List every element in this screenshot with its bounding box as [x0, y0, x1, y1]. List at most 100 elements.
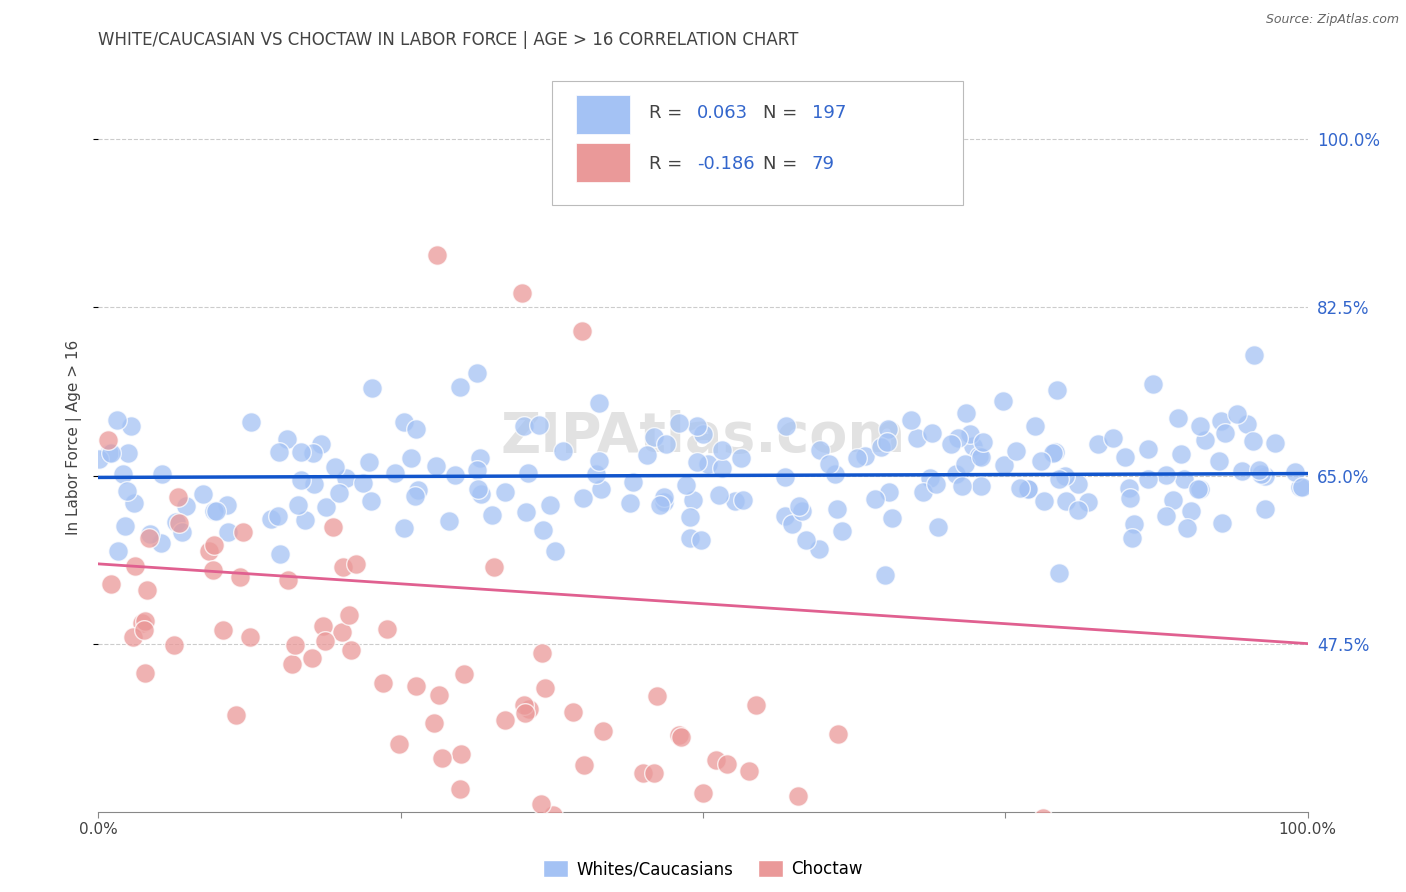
Point: [112, 467, 135, 482]
Point: [794, 533, 817, 548]
Point: [534, 681, 557, 695]
Point: [921, 426, 943, 441]
Point: [105, 413, 128, 427]
Point: [87, 452, 110, 467]
Point: [515, 706, 537, 720]
Point: [1114, 450, 1136, 465]
Point: [950, 478, 973, 492]
Point: [704, 753, 727, 767]
Point: [290, 473, 312, 487]
Point: [1230, 464, 1253, 478]
Point: [675, 477, 697, 491]
Point: [115, 484, 138, 499]
Point: [277, 573, 299, 587]
Text: WHITE/CAUCASIAN VS CHOCTAW IN LABOR FORCE | AGE > 16 CORRELATION CHART: WHITE/CAUCASIAN VS CHOCTAW IN LABOR FORC…: [98, 31, 799, 49]
Point: [132, 623, 155, 637]
Point: [972, 434, 994, 449]
Point: [167, 516, 190, 530]
Point: [166, 490, 188, 504]
Point: [900, 413, 922, 427]
Point: [690, 533, 713, 547]
Point: [745, 698, 768, 713]
Point: [686, 455, 709, 469]
Point: [405, 679, 427, 693]
Point: [807, 541, 830, 556]
Point: [1170, 447, 1192, 461]
Point: [205, 504, 228, 518]
Point: [970, 450, 993, 464]
Point: [432, 751, 454, 765]
Point: [1029, 454, 1052, 468]
Point: [544, 544, 567, 558]
Point: [1209, 414, 1232, 428]
Point: [928, 824, 950, 838]
Point: [865, 492, 887, 507]
Point: [1067, 503, 1090, 517]
Point: [588, 396, 610, 410]
Point: [124, 496, 146, 510]
Point: [1247, 463, 1270, 477]
Point: [967, 449, 990, 463]
Point: [100, 577, 122, 591]
Bar: [576, 144, 630, 182]
Point: [669, 730, 692, 744]
Point: [131, 616, 153, 631]
Point: [211, 623, 233, 637]
Point: [645, 689, 668, 703]
Point: [1241, 434, 1264, 448]
Point: [1156, 508, 1178, 523]
Text: 79: 79: [811, 154, 835, 172]
Point: [122, 630, 145, 644]
Text: R =: R =: [648, 154, 688, 172]
Point: [134, 665, 156, 680]
Point: [682, 493, 704, 508]
Point: [962, 439, 984, 453]
Point: [1043, 445, 1066, 459]
Point: [1017, 483, 1039, 497]
Point: [1119, 491, 1142, 505]
Point: [1284, 465, 1306, 479]
Point: [562, 705, 585, 719]
Point: [636, 448, 658, 462]
Point: [328, 485, 350, 500]
Point: [585, 467, 607, 481]
Point: [870, 440, 893, 454]
Point: [217, 525, 239, 540]
Point: [1047, 472, 1070, 486]
Point: [571, 325, 593, 339]
Point: [139, 526, 162, 541]
Point: [1054, 493, 1077, 508]
Point: [172, 525, 194, 540]
Point: [97, 446, 120, 460]
Point: [530, 797, 553, 811]
Point: [654, 490, 676, 504]
Point: [686, 419, 709, 434]
Legend: Whites/Caucasians, Choctaw: Whites/Caucasians, Choctaw: [543, 860, 863, 879]
Point: [406, 483, 429, 497]
Point: [918, 471, 941, 485]
Point: [405, 422, 427, 436]
Point: [724, 494, 747, 508]
Point: [827, 727, 849, 741]
Point: [531, 646, 554, 660]
Point: [1101, 431, 1123, 445]
Point: [572, 491, 595, 505]
Point: [427, 688, 450, 702]
Point: [1004, 443, 1026, 458]
Point: [1054, 469, 1077, 483]
Point: [668, 728, 690, 742]
Point: [1161, 493, 1184, 508]
Point: [1042, 446, 1064, 460]
Point: [394, 824, 416, 838]
Point: [1032, 811, 1054, 825]
Point: [877, 485, 900, 500]
FancyBboxPatch shape: [551, 81, 963, 205]
Point: [484, 560, 506, 574]
Point: [1226, 407, 1249, 421]
Text: N =: N =: [763, 104, 803, 122]
Point: [1008, 481, 1031, 495]
Point: [510, 285, 533, 300]
Point: [1175, 521, 1198, 535]
Point: [652, 494, 675, 508]
Point: [117, 446, 139, 460]
